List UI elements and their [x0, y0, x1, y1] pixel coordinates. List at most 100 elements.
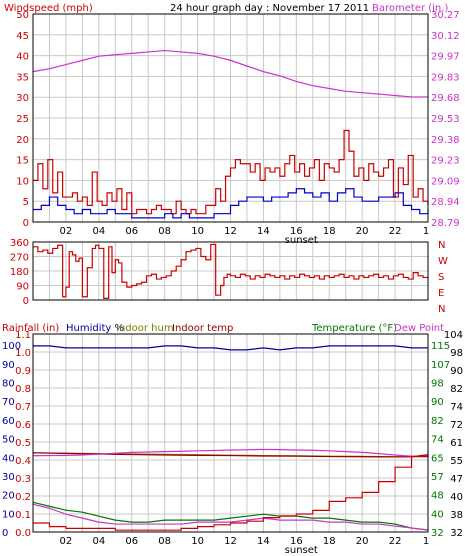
baro-y-tick-9: 30.12: [431, 31, 460, 42]
p3-x-tick-04: 04: [92, 536, 105, 547]
p3-x-tick-02: 02: [60, 536, 73, 547]
barometer-axis-label: Barometer (in.): [372, 3, 448, 14]
p1-x-tick-18: 18: [323, 226, 336, 237]
wind-y-tick-35: 35: [16, 72, 29, 83]
p1-series-baro: [32, 49, 428, 98]
dir-y-tick-360: 360: [10, 238, 29, 249]
temp-y-tick-r-4: 55: [450, 456, 463, 467]
p1-x-tick-02: 02: [60, 226, 73, 237]
legend-dew-point: Dew Point: [394, 323, 444, 334]
temp-y-tick-r-0: 32: [450, 528, 463, 539]
wind-y-tick-40: 40: [16, 52, 29, 63]
dir-y-tick-180: 180: [10, 267, 29, 278]
rain-y-tick-0.3: 0.3: [15, 474, 31, 485]
baro-y-tick-5: 29.53: [431, 114, 460, 125]
rain-y-tick-0.6: 0.6: [15, 420, 31, 431]
dir-letter-3: E: [438, 288, 444, 299]
p1-x-tick-06: 06: [125, 226, 138, 237]
wind-y-tick-15: 15: [16, 156, 29, 167]
dir-letter-4: N: [438, 304, 445, 315]
temp-y-tick-l-10: 115: [431, 341, 450, 352]
p3-x-tick-06: 06: [125, 536, 138, 547]
hum-y-tick-10: 10: [2, 509, 15, 520]
p3-x-tick-end: 1: [423, 536, 429, 547]
legend-indoor-hum: Indoor hum: [116, 323, 174, 334]
p1-frame: [32, 13, 429, 223]
p3-x-tick-14: 14: [257, 536, 270, 547]
p1-x-tick-04: 04: [92, 226, 105, 237]
temp-y-tick-r-9: 90: [450, 366, 463, 377]
rain-y-tick-0.7: 0.7: [15, 402, 31, 413]
baro-y-tick-2: 29.09: [431, 176, 460, 187]
rain-y-tick-1.0: 1.0: [15, 348, 31, 359]
hum-y-tick-20: 20: [2, 491, 15, 502]
temp-y-tick-l-9: 107: [431, 360, 450, 371]
baro-y-tick-8: 29.97: [431, 52, 460, 63]
rain-y-tick-0.9: 0.9: [15, 366, 31, 377]
baro-y-tick-4: 29.38: [431, 135, 460, 146]
hum-y-tick-70: 70: [2, 397, 15, 408]
p3-series-6: [33, 451, 429, 531]
p3-x-tick-20: 20: [356, 536, 369, 547]
p2-frame: [32, 241, 429, 301]
rain-y-tick-0.2: 0.2: [15, 492, 31, 503]
temp-y-tick-l-6: 82: [431, 416, 444, 427]
temp-y-tick-r-3: 47: [450, 474, 463, 485]
p3-x-tick-18: 18: [323, 536, 336, 547]
dir-y-tick-90: 90: [16, 282, 29, 293]
p1-x-tick-10: 10: [191, 226, 204, 237]
legend-temperature: Temperature (°F): [311, 323, 397, 334]
p3-frame: [32, 333, 429, 533]
wind-y-tick-10: 10: [16, 176, 29, 187]
graph-title: 24 hour graph day : November 17 2011: [170, 3, 369, 14]
baro-y-tick-7: 29.83: [431, 72, 460, 83]
hum-y-tick-40: 40: [2, 453, 15, 464]
temp-y-tick-l-2: 48: [431, 491, 444, 502]
baro-y-tick-1: 28.94: [431, 197, 460, 208]
hum-y-tick-90: 90: [2, 360, 15, 371]
rain-y-tick-1.1: 1.1: [15, 330, 31, 341]
wind-y-tick-20: 20: [16, 135, 29, 146]
p1-x-tick-12: 12: [224, 226, 237, 237]
temp-y-tick-r-2: 40: [450, 492, 463, 503]
p1-x-tick-end: 1: [423, 226, 429, 237]
temp-y-tick-r-7: 74: [450, 402, 463, 413]
baro-y-tick-0: 28.79: [431, 218, 460, 229]
wind-y-tick-30: 30: [16, 93, 29, 104]
dir-y-tick-270: 270: [10, 253, 29, 264]
p3-x-tick-08: 08: [158, 536, 171, 547]
temp-y-tick-r-8: 82: [450, 384, 463, 395]
p1-x-tick-08: 08: [158, 226, 171, 237]
temp-y-tick-l-4: 65: [431, 453, 444, 464]
hum-y-tick-0: 0: [2, 528, 8, 539]
wind-y-tick-50: 50: [16, 10, 29, 21]
p3-series-0: [33, 345, 428, 351]
wind-y-tick-0: 0: [23, 218, 29, 229]
p1-series-avg: [33, 188, 429, 219]
temp-y-tick-l-1: 40: [431, 509, 444, 520]
wind-y-tick-25: 25: [16, 114, 29, 125]
hum-y-tick-60: 60: [2, 416, 15, 427]
temp-y-tick-l-8: 98: [431, 379, 444, 390]
p1-sunset-label: sunset: [285, 235, 318, 246]
temp-y-tick-l-3: 57: [431, 472, 444, 483]
temp-y-tick-l-5: 74: [431, 435, 444, 446]
legend-humidity: Humidity %: [66, 323, 124, 334]
temp-y-tick-l-7: 90: [431, 397, 444, 408]
wind-y-tick-5: 5: [23, 197, 29, 208]
hum-y-tick-80: 80: [2, 379, 15, 390]
legend-rainfall: Rainfall (in): [2, 323, 59, 334]
temp-y-tick-l-0: 32: [431, 528, 444, 539]
rain-y-tick-0.0: 0.0: [15, 528, 31, 539]
p3-x-tick-10: 10: [191, 536, 204, 547]
legend-indoor-temp: Indoor temp: [172, 323, 233, 334]
p3-x-tick-12: 12: [224, 536, 237, 547]
hum-y-tick-50: 50: [2, 435, 15, 446]
p3-x-tick-16: 16: [290, 536, 303, 547]
temp-y-tick-r-10: 98: [450, 348, 463, 359]
p3-series-4: [32, 501, 429, 531]
p3-sunset-label: sunset: [285, 545, 318, 556]
temp-y-tick-r-11: 104: [444, 330, 463, 341]
